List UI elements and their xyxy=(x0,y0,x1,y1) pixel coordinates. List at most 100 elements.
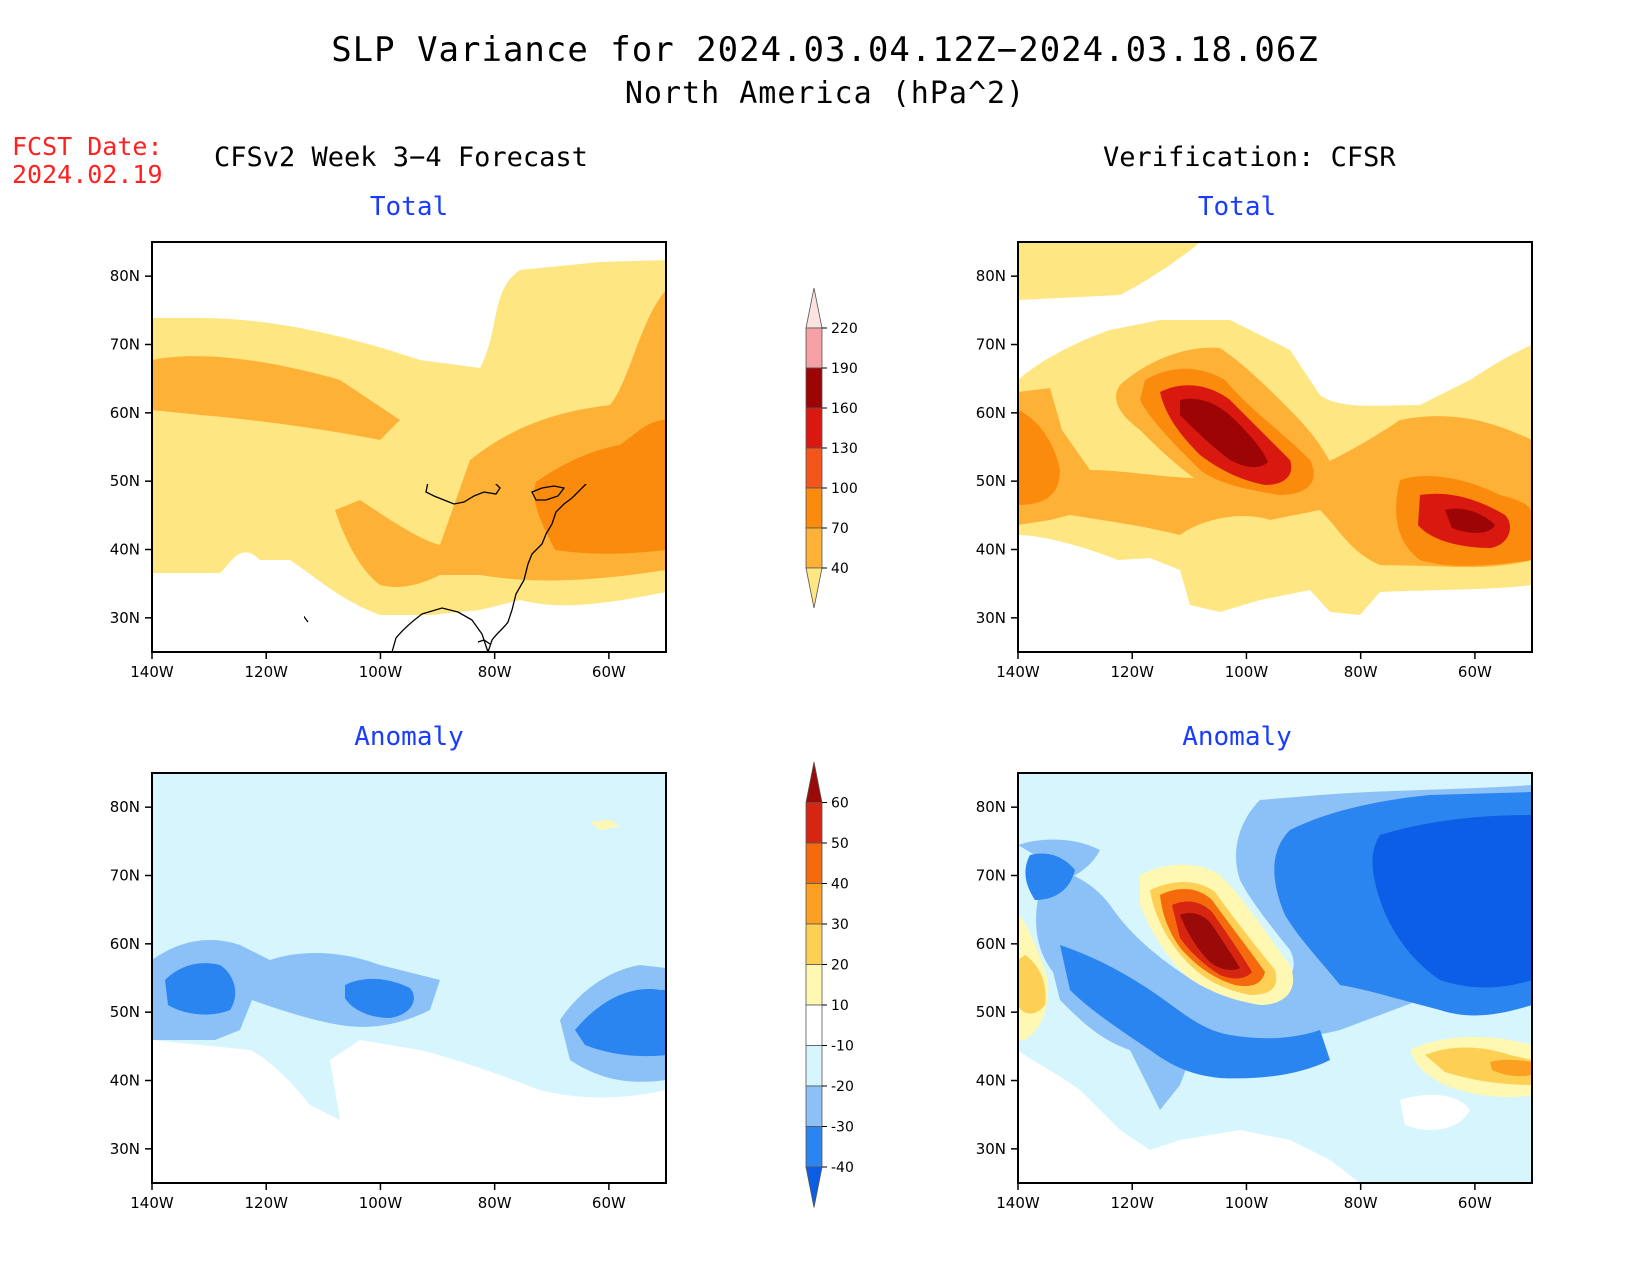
colorbar-segment xyxy=(805,447,823,489)
lon-tick-label: 60W xyxy=(1458,663,1492,681)
colorbar-label: 190 xyxy=(831,361,858,377)
lat-tick-label: 70N xyxy=(976,867,1006,885)
verification-column-title: Verification: CFSR xyxy=(1103,142,1396,173)
forecast-anomaly-map xyxy=(151,772,667,1184)
lon-tick-label: 80W xyxy=(478,1194,512,1212)
lat-tick-label: 70N xyxy=(976,336,1006,354)
band-100-130 xyxy=(534,420,666,554)
lat-tick-label: 80N xyxy=(110,267,140,285)
band-lt-neg40 xyxy=(1372,815,1532,988)
map-frame xyxy=(151,772,667,1184)
fcst-date-value: 2024.02.19 xyxy=(12,160,163,189)
colorbar-total: 220 190 160 130 100 70 40 xyxy=(805,287,858,609)
colorbar-segment xyxy=(805,1004,823,1046)
colorbar-label: -30 xyxy=(831,1120,854,1136)
lon-tick-label: 140W xyxy=(130,1194,174,1212)
lat-tick-label: 60N xyxy=(976,935,1006,953)
colorbar-segment xyxy=(805,367,823,409)
colorbar-label: 50 xyxy=(831,836,849,852)
lon-tick-label: 140W xyxy=(996,1194,1040,1212)
colorbar-label: 10 xyxy=(831,998,849,1014)
band-20-30 xyxy=(1018,955,1046,1014)
colorbar-segment xyxy=(805,842,823,884)
lon-tick-label: 80W xyxy=(478,663,512,681)
colorbar-label: -20 xyxy=(831,1079,854,1095)
main-subtitle: North America (hPa^2) xyxy=(624,76,1026,111)
colorbar-label: 40 xyxy=(831,561,849,577)
lon-tick-label: 140W xyxy=(996,663,1040,681)
colorbar-label: 160 xyxy=(831,401,858,417)
verification-anomaly-title: Anomaly xyxy=(1182,722,1292,752)
lat-tick-label: 40N xyxy=(976,541,1006,559)
band-neg20-neg30 xyxy=(152,940,440,1040)
band-neg30-neg40 xyxy=(1060,945,1330,1079)
lon-tick-label: 100W xyxy=(359,663,403,681)
lat-tick-label: 60N xyxy=(110,404,140,422)
forecast-column-title: CFSv2 Week 3−4 Forecast xyxy=(214,142,588,173)
colorbar-segment xyxy=(805,883,823,925)
main-title: SLP Variance for 2024.03.04.12Z−2024.03.… xyxy=(331,30,1319,70)
map-frame xyxy=(1017,772,1533,1184)
band-10-20 xyxy=(590,820,620,830)
band-160-190 xyxy=(1180,398,1268,468)
colorbar-anomaly: 60 50 40 30 20 10 -10 -20 -30 -40 xyxy=(805,761,854,1208)
verification-anomaly-map xyxy=(1017,772,1533,1184)
map-frame xyxy=(1017,241,1533,653)
lat-tick-label: 60N xyxy=(110,935,140,953)
lon-tick-label: 120W xyxy=(1110,1194,1154,1212)
colorbar-label: -40 xyxy=(831,1160,854,1176)
colorbar-segment xyxy=(805,327,823,369)
colorbar-segment xyxy=(805,964,823,1006)
lat-tick-label: 40N xyxy=(110,1072,140,1090)
map-frame xyxy=(151,241,667,653)
lat-tick-label: 30N xyxy=(976,609,1006,627)
lat-tick-label: 80N xyxy=(976,267,1006,285)
colorbar-label: 20 xyxy=(831,958,849,974)
colorbar-label: 40 xyxy=(831,877,849,893)
colorbar-label: 220 xyxy=(831,321,858,337)
lon-tick-label: 140W xyxy=(130,663,174,681)
lon-tick-label: 80W xyxy=(1344,1194,1378,1212)
forecast-total-title: Total xyxy=(369,192,449,222)
lat-tick-label: 80N xyxy=(976,798,1006,816)
lat-tick-label: 30N xyxy=(110,1140,140,1158)
forecast-total-map xyxy=(151,241,667,653)
verification-total-map xyxy=(1017,241,1533,653)
band-70-100 xyxy=(152,356,400,440)
lon-tick-label: 60W xyxy=(592,663,626,681)
band-20-30 xyxy=(1425,1047,1532,1085)
lat-tick-label: 60N xyxy=(976,404,1006,422)
colorbar-segment xyxy=(805,487,823,529)
colorbar-cap xyxy=(805,761,823,803)
colorbar-cap xyxy=(805,567,823,609)
lon-tick-label: 60W xyxy=(592,1194,626,1212)
map-axes: 80N 70N 60N 50N 40N 30N 140W 120W 100W 80W 60W 80N 7… xyxy=(110,267,1492,1212)
colorbar-segment xyxy=(805,1085,823,1127)
lon-tick-label: 100W xyxy=(359,1194,403,1212)
fcst-date-label: FCST Date: xyxy=(12,132,163,161)
colorbar-label: 100 xyxy=(831,481,858,497)
band-neutral xyxy=(1018,1050,1360,1183)
lat-tick-label: 70N xyxy=(110,336,140,354)
colorbar-segment xyxy=(805,1126,823,1168)
band-neg30-neg40 xyxy=(575,989,666,1057)
colorbar-label: 70 xyxy=(831,521,849,537)
lat-tick-label: 50N xyxy=(110,472,140,490)
colorbar-label: 30 xyxy=(831,917,849,933)
colorbar-segment xyxy=(805,1045,823,1087)
lat-tick-label: 30N xyxy=(110,609,140,627)
lat-tick-label: 50N xyxy=(976,1003,1006,1021)
band-gt-60 xyxy=(1180,913,1240,970)
lat-tick-label: 80N xyxy=(110,798,140,816)
lat-tick-label: 70N xyxy=(110,867,140,885)
band-100-130 xyxy=(1018,410,1060,505)
band-40-70 xyxy=(1018,242,1200,300)
colorbar-segment xyxy=(805,802,823,844)
colorbar-label: 60 xyxy=(831,796,849,812)
lat-tick-label: 30N xyxy=(976,1140,1006,1158)
lon-tick-label: 120W xyxy=(244,1194,288,1212)
lon-tick-label: 60W xyxy=(1458,1194,1492,1212)
band-30-40 xyxy=(1490,1059,1532,1077)
forecast-anomaly-title: Anomaly xyxy=(354,722,464,752)
